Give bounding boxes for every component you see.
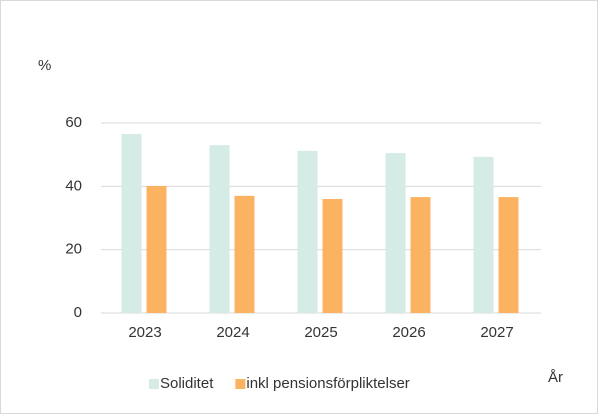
x-tick-label: 2025 (304, 324, 337, 341)
bar (209, 145, 230, 313)
y-tick-label: 40 (65, 177, 82, 194)
x-tick-label: 2026 (392, 324, 425, 341)
x-tick-label: 2027 (480, 324, 513, 341)
y-tick-label: 20 (65, 241, 82, 258)
bar (410, 197, 431, 313)
y-axis-label: % (38, 57, 51, 74)
bar (234, 195, 255, 313)
bar (146, 186, 167, 313)
bar (121, 134, 142, 313)
legend-label: inkl pensionsförpliktelser (246, 375, 409, 392)
bar (498, 197, 519, 313)
x-tick-label: 2023 (128, 324, 161, 341)
y-tick-label: 60 (65, 114, 82, 131)
legend-label: Soliditet (160, 375, 214, 392)
bar (297, 150, 318, 313)
bar (473, 156, 494, 313)
bar (322, 199, 343, 313)
legend-swatch (235, 379, 246, 389)
legend-swatch (149, 379, 159, 389)
bar (385, 153, 406, 313)
x-axis-label: År (548, 369, 563, 386)
y-tick-label: 0 (74, 304, 82, 321)
x-tick-label: 2024 (216, 324, 249, 341)
